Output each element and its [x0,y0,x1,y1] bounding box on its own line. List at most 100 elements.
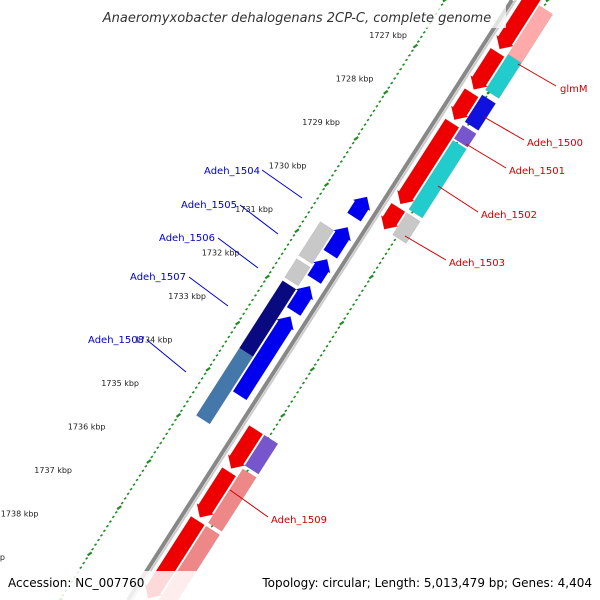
gene-label: Adeh_1505 [181,200,237,211]
tick-mark [138,473,142,477]
tick-mark [393,77,397,80]
tick-mark [268,270,272,274]
tick-mark [174,418,177,422]
tick-mark [407,53,411,57]
tick-label: 1736 kbp [68,423,106,432]
tick-mark [333,169,337,173]
tick-mark [284,409,288,413]
tick-mark [171,423,175,427]
tick-mark [442,0,447,3]
tick-mark [348,146,352,150]
tick-mark [82,561,86,565]
tick-mark [227,335,231,339]
tick-mark [319,192,323,196]
tick-mark [230,330,234,334]
cds-reverse [232,316,294,401]
gene-Adeh-1500 [464,94,496,131]
tick-mark [357,293,361,297]
tick-mark [97,538,100,542]
tick-mark [323,182,330,187]
tick-mark [543,3,547,7]
map-title: Anaeromyxobacter dehalogenans 2CP-C, com… [102,11,491,26]
cds-reverse [307,258,331,285]
gene-Adeh-1503 [392,212,421,244]
tick-mark [296,390,300,394]
gene-Adeh-1509 [244,434,279,475]
cds-forward [450,88,479,121]
tick-label: 1734 kbp [135,336,173,345]
tick-mark [328,340,332,343]
tick-mark [396,72,400,76]
tick-mark [221,344,225,348]
tick-mark [342,155,346,159]
tick-label: 1737 kbp [34,466,72,475]
tick-label: 1727 kbp [369,31,407,40]
tick-mark [316,197,320,200]
tick-mark [289,238,293,242]
tick-mark [299,386,303,390]
tick-mark [381,257,385,260]
tick-mark [357,132,361,136]
tick-label: 1729 kbp [302,118,340,127]
tick-mark [251,298,254,302]
tick-mark [307,210,311,214]
tick-label: 1735 kbp [101,379,139,388]
tick-mark [293,395,297,399]
tick-mark [366,280,370,283]
tick-mark [422,30,426,34]
cds-forward [196,467,237,518]
tick-mark [545,0,550,3]
tick-mark [387,86,391,90]
gene-leader-line [146,339,187,373]
tick-mark [405,58,408,62]
tick-mark [224,340,228,343]
tick-mark [197,381,201,385]
tick-mark [360,127,364,131]
gene-leader-line [229,489,269,518]
tick-mark [233,326,237,330]
tick-mark [150,455,154,459]
tick-mark [212,358,216,362]
tick-mark [278,418,282,422]
tick-mark [129,487,133,491]
tick-mark [368,274,374,280]
gene-leader-line [465,143,507,169]
tick-mark [168,427,172,431]
tick-mark [132,483,136,487]
tick-mark [301,220,305,223]
tick-mark [304,215,308,219]
tick-mark [114,510,118,514]
tick-mark [313,363,317,367]
tick-mark [123,497,127,500]
tick-mark [353,136,359,141]
tick-mark [372,270,376,274]
gene-label: Adeh_1504 [204,166,260,177]
gene-leader-line [404,235,447,261]
gene-label: Adeh_1506 [159,233,215,244]
cds-forward [496,0,541,50]
tick-mark [264,274,270,280]
tick-mark [269,432,273,436]
tick-mark [375,104,379,108]
tick-mark [343,317,347,320]
tick-mark [242,312,246,316]
cds-forward [397,118,460,205]
gene-Adeh-1504 [298,221,335,265]
tick-mark [363,123,367,127]
tick-mark [116,505,122,511]
tick-label: 1731 kbp [235,205,273,214]
tick-mark [108,520,112,523]
tick-mark [159,441,163,445]
tick-mark [185,400,189,403]
tick-mark [372,109,376,113]
gene-Adeh-1501 [453,124,477,148]
tick-mark [337,326,341,330]
tick-mark [390,243,394,247]
gene-label: Adeh_1508 [88,335,144,346]
tick-mark [390,81,394,85]
gene-Adeh-1505 [284,258,311,287]
tick-mark [336,164,340,168]
tick-mark [165,432,169,436]
feature-blocks [144,0,554,600]
